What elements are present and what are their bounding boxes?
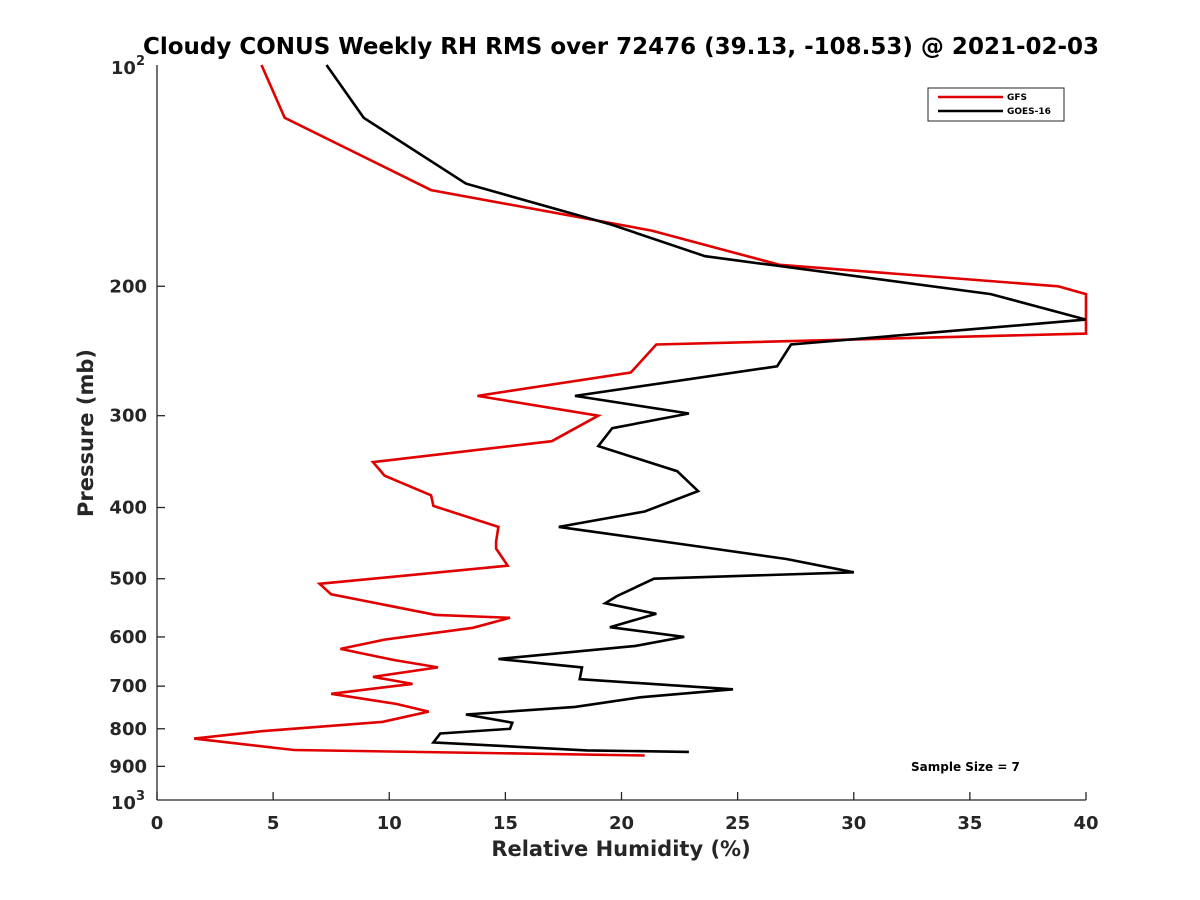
plot-area: 0 5 10 15 20 25 30 35 40 200 300 400 500 600 700 800 90… xyxy=(109,54,1098,834)
tick-power-exponent: 3 xyxy=(136,789,145,804)
x-tick-label: 15 xyxy=(493,813,518,834)
y-tick-label: 600 xyxy=(109,627,147,648)
y-tick-label: 200 xyxy=(109,276,147,297)
axes-background xyxy=(157,65,1086,800)
y-tick-label: 700 xyxy=(109,676,147,697)
x-tick-label: 25 xyxy=(725,813,750,834)
legend-label-gfs: GFS xyxy=(1007,93,1027,103)
x-tick-label: 20 xyxy=(609,813,634,834)
tick-power-base: 10 xyxy=(111,58,136,79)
tick-power-exponent: 2 xyxy=(136,54,145,69)
x-tick-label: 5 xyxy=(267,813,280,834)
sample-size-annotation: Sample Size = 7 xyxy=(911,760,1020,774)
legend-label-goes-16: GOES-16 xyxy=(1007,107,1051,117)
x-tick-label: 35 xyxy=(957,813,982,834)
legend-box xyxy=(927,87,1065,122)
x-tick-label: 10 xyxy=(377,813,402,834)
x-tick-label: 40 xyxy=(1073,813,1098,834)
y-tick-label: 500 xyxy=(109,569,147,590)
y-tick-label: 800 xyxy=(109,719,147,740)
x-tick-label: 30 xyxy=(841,813,866,834)
legend-items: GFS GOES-16 xyxy=(938,93,1051,117)
legend: GFS GOES-16 xyxy=(927,87,1065,122)
y-tick-label-power: 103 xyxy=(111,789,145,814)
series-lines xyxy=(194,64,1088,757)
series-line-gfs xyxy=(194,64,1088,757)
x-axis-label: Relative Humidity (%) xyxy=(491,837,750,861)
series-line-goes-16 xyxy=(325,64,1087,754)
y-tick-label: 300 xyxy=(109,406,147,427)
y-tick-label: 900 xyxy=(109,756,147,777)
chart-title: Cloudy CONUS Weekly RH RMS over 72476 (3… xyxy=(143,34,1099,60)
x-axis-ticks: 0 5 10 15 20 25 30 35 40 xyxy=(151,792,1099,834)
y-axis-label: Pressure (mb) xyxy=(74,349,98,517)
y-tick-label: 400 xyxy=(109,498,147,519)
x-tick-label: 0 xyxy=(151,813,164,834)
tick-power-base: 10 xyxy=(111,793,136,814)
y-tick-label-power: 102 xyxy=(111,54,145,79)
